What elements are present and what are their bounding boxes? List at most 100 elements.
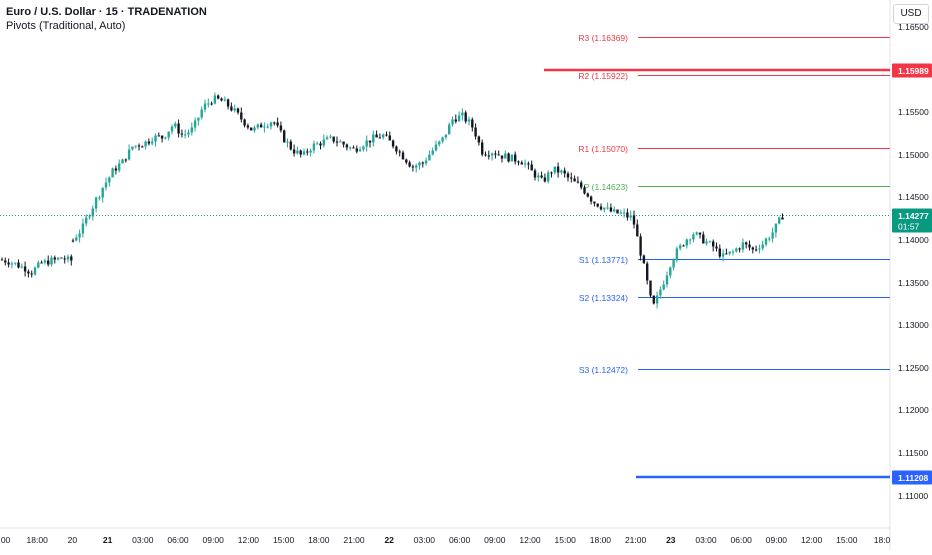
candle-body [309,150,312,153]
candle-body [688,239,692,241]
x-tick-label: 22 [384,535,394,545]
candle-body [382,134,385,138]
candle-body [560,170,563,173]
x-tick-label: 15:00 [555,535,577,545]
candle-body [375,134,378,138]
candle-body [325,137,329,140]
candle-body [43,260,47,263]
candle-body [259,124,263,128]
candle-body [751,247,754,250]
candle-body [70,256,73,261]
candle-body [20,266,23,268]
candle-body [223,99,226,101]
x-tick-label: 5:00 [0,535,11,545]
candle-body [108,177,111,183]
candle-body [292,149,296,154]
candle-body [312,143,316,151]
pivot-label-r2: R2 (1.15922) [578,71,628,81]
candle-body [349,147,352,149]
candle-body [540,175,543,178]
candle-body [27,271,30,274]
candle-body [646,263,649,281]
candle-body [395,146,398,152]
price-tag-last-price [892,208,932,233]
candle-body [603,207,606,210]
candle-body [33,267,37,275]
candle-body [500,155,504,159]
candle-body [197,117,200,121]
candle-body [537,175,540,178]
candle-body [243,119,246,126]
candle-body [250,127,253,131]
candle-body [550,172,553,174]
candle-body [421,162,424,164]
candle-body [626,212,629,218]
candle-body [240,112,243,120]
candle-body [124,159,127,161]
candle-body [642,255,646,264]
candle-body [53,257,56,260]
candle-body [388,135,391,141]
candle-body [266,126,269,128]
candle-body [563,170,566,174]
candle-body [137,145,141,147]
candle-body [263,126,266,128]
candle-body [50,257,53,265]
candle-body [698,232,702,235]
x-tick-label: 06:00 [167,535,189,545]
x-tick-label: 23 [666,535,676,545]
candle-body [441,137,444,142]
candle-body [220,98,223,101]
candle-body [728,251,731,254]
candle-body [23,266,27,272]
candle-body [418,162,421,166]
candle-body [358,149,362,152]
candle-body [731,251,735,253]
candle-body [774,223,778,233]
x-tick-label: 21:00 [343,535,365,545]
candle-body [78,233,81,238]
candle-body [408,162,411,167]
candle-body [692,234,695,240]
candle-body [405,159,408,163]
candle-body [662,284,665,290]
candle-body [672,259,675,268]
candle-body [167,131,170,138]
candle-body [566,173,570,178]
x-tick-label: 12:00 [801,535,823,545]
candle-body [362,146,365,150]
candle-body [296,150,299,154]
candle-body [0,259,4,261]
candle-body [368,140,372,143]
indicator-title: Pivots (Traditional, Auto) [6,20,126,32]
currency-button[interactable]: USD [893,4,929,24]
candle-body [738,248,741,250]
candle-body [754,249,758,251]
price-tag-upper-level [892,63,932,78]
candle-body [233,108,236,111]
candle-body [256,124,259,128]
candle-body [4,260,7,263]
price-tag-label-upper-level: 1.15989 [898,66,929,76]
candle-body [372,134,375,143]
candle-body [781,217,784,220]
x-tick-label: 09:00 [484,535,506,545]
candle-body [47,260,50,265]
candle-body [322,139,325,146]
y-tick-label: 1.11000 [898,491,928,501]
candle-body [203,103,207,110]
candle-body [533,170,537,178]
x-tick-label: 03:00 [132,535,154,545]
candle-body [230,106,233,111]
candle-body [702,234,705,244]
candle-body [490,153,494,156]
candle-body [279,125,283,131]
candle-body [448,124,451,135]
candle-body [632,215,636,225]
candle-body [37,262,40,268]
x-tick-label: 21:00 [625,535,647,545]
candle-body [98,197,101,199]
x-tick-label: 18:00 [590,535,612,545]
